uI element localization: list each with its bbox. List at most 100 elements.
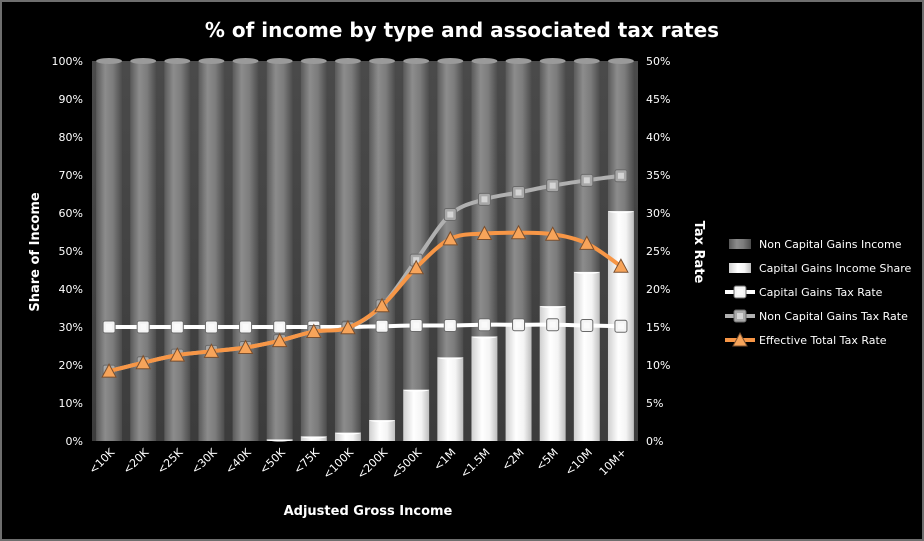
x-tick-label: <10M [563,446,595,478]
y-ticks: 0% 10% 20% 30% 40% 50% 60% 70% 80% 90% 100% [52,55,83,448]
y2-tick-label: 20% [646,283,670,296]
y-tick-label: 80% [59,131,83,144]
point-effective-total [578,235,595,250]
bar-capital-gains-share [300,436,327,441]
x-tick-label: <1.5M [458,446,493,481]
series-line [109,322,621,330]
bar-capital-gains-share [403,389,430,441]
point-effective-total [340,319,356,335]
bar-capital-gains-share [437,357,464,441]
bar-non-capital-gains [607,61,634,212]
point-effective-total [476,225,493,241]
bar-top-cap [573,58,600,64]
point-capital-gains-rate-shine [413,322,420,329]
bar-top-cap [607,58,634,64]
point-effective-total [305,323,322,339]
y2-axis-label: Tax Rate [691,221,706,284]
y-tick-label: 60% [59,207,83,220]
y2-tick-label: 30% [646,207,670,220]
bar-capital-gains-share [369,420,396,441]
y2-tick-label: 5% [646,397,663,410]
x-tick-label: <20K [121,445,152,476]
y-tick-label: 10% [59,397,83,410]
point-effective-total [374,297,390,313]
legend-label: Effective Total Tax Rate [759,334,887,347]
point-effective-total [203,343,220,358]
point-effective-total [544,226,561,241]
point-effective-total [442,230,459,246]
bar-non-capital-gains [334,61,361,433]
bars-layer [96,58,634,442]
bar-non-capital-gains [96,61,123,441]
y2-tick-label: 10% [646,359,670,372]
bar-capital-gains-share [471,336,498,441]
y-tick-label: 100% [52,55,83,68]
legend-label: Capital Gains Income Share [759,262,912,275]
bar-non-capital-gains [232,61,259,441]
bar-non-capital-gains [164,61,191,441]
legend-marker-shine [737,313,743,319]
x-tick-label: <50K [257,445,288,476]
bar-top-cap [266,58,293,64]
point-effective-total [237,339,254,355]
y-tick-label: 30% [59,321,83,334]
legend-label: Non Capital Gains Tax Rate [759,310,908,323]
bar-top-cap [334,58,361,64]
bar-top-cap [471,58,498,64]
bar-non-capital-gains [369,61,396,421]
bar-top-cap [403,58,430,64]
x-tick-label: <10K [86,445,117,476]
bar-capital-gains-share [573,271,600,441]
legend-marker [732,331,748,347]
lines-layer [101,169,629,378]
x-axis-label: Adjusted Gross Income [284,504,453,519]
point-capital-gains-rate-shine [549,321,556,328]
x-tick-label: 10M+ [597,446,629,478]
point-capital-gains-rate-shine [276,324,283,330]
bar-capital-gains-share [334,432,361,441]
point-non-capital-gains-rate-shine [583,177,590,184]
x-tick-label: <25K [155,445,186,476]
bar-top-cap [130,58,157,64]
bar-top-cap [300,58,327,64]
point-non-capital-gains-rate-shine [617,172,624,179]
y-tick-label: 40% [59,283,83,296]
bar-non-capital-gains [266,61,293,440]
legend-swatch [729,239,751,249]
point-effective-total [613,258,629,273]
y-tick-label: 0% [66,435,83,448]
x-tick-label: <200K [355,445,391,481]
y-tick-label: 70% [59,169,83,182]
point-capital-gains-rate-shine [174,324,181,330]
bar-top-cap [437,58,464,64]
y2-tick-label: 45% [646,93,670,106]
x-tick-label: <100K [320,445,356,481]
y-tick-label: 20% [59,359,83,372]
legend-label: Capital Gains Tax Rate [759,286,883,299]
bar-top-cap [164,58,191,64]
y-tick-label: 50% [59,245,83,258]
bar-top-cap [232,58,259,64]
bar-top-cap [96,58,123,64]
y2-tick-label: 50% [646,55,670,68]
y2-tick-label: 0% [646,435,663,448]
x-tick-label: <30K [189,445,220,476]
x-tick-label: <5M [533,446,560,473]
point-capital-gains-rate-shine [583,322,590,329]
bar-top-cap [369,58,396,64]
x-tick-label: <500K [389,445,425,481]
bar-top-cap [198,58,225,64]
bar-top-cap [505,58,532,64]
point-capital-gains-rate-shine [106,324,113,330]
point-capital-gains-rate-shine [242,324,249,330]
x-tick-label: <75K [291,445,322,476]
point-non-capital-gains-rate-shine [549,182,556,189]
point-capital-gains-rate-shine [617,323,624,330]
chart-title: % of income by type and associated tax r… [205,18,719,42]
series-line [108,230,623,374]
y2-tick-label: 15% [646,321,670,334]
point-non-capital-gains-rate-shine [447,211,454,218]
point-effective-total [135,354,152,370]
